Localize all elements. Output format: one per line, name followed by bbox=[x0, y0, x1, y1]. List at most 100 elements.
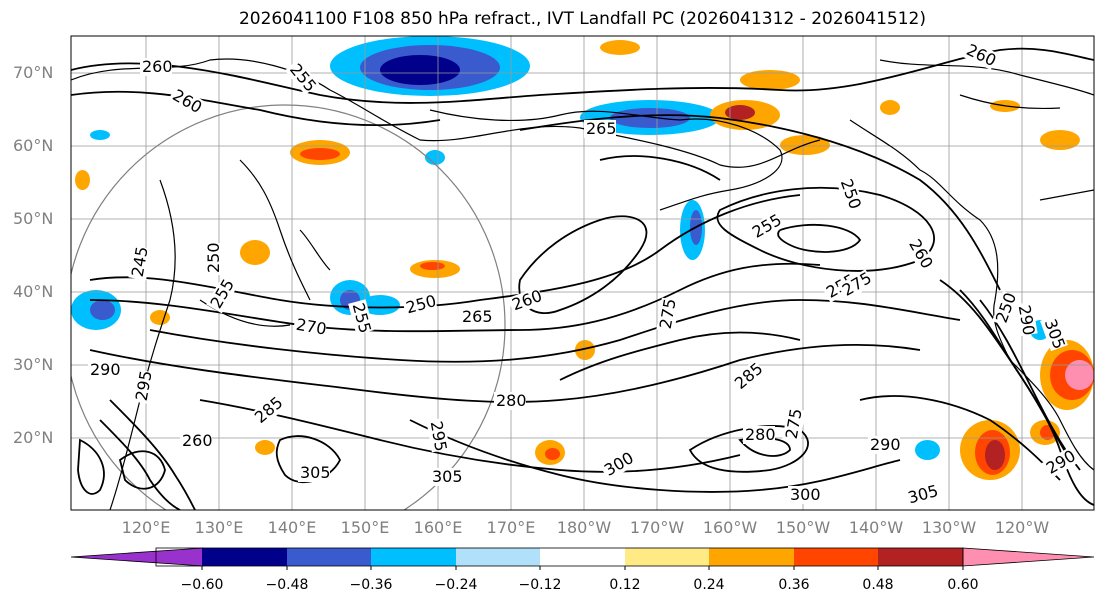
colorbar-tick-label: 0.60 bbox=[947, 577, 979, 593]
contour-label-background bbox=[298, 464, 330, 482]
colorbar-tick-label: −0.24 bbox=[434, 577, 478, 593]
contour-label-background bbox=[206, 276, 238, 314]
reference-circle bbox=[71, 104, 506, 510]
colorbar-tick-label: 0.12 bbox=[609, 577, 641, 593]
longitude-label: 180°W bbox=[556, 518, 612, 537]
contour-label-background bbox=[1041, 447, 1079, 479]
longitude-label: 160°E bbox=[413, 518, 463, 537]
contour-label-background bbox=[180, 432, 212, 450]
contour-label-background bbox=[782, 407, 806, 443]
anomaly-patch bbox=[600, 40, 640, 55]
longitude-label: 140°W bbox=[848, 518, 904, 537]
longitude-label: 130°E bbox=[194, 518, 244, 537]
longitude-label: 170°W bbox=[629, 518, 685, 537]
contour-label-background bbox=[292, 315, 328, 339]
anomaly-patch bbox=[575, 340, 595, 360]
colorbar-tick-label: −0.60 bbox=[180, 577, 224, 593]
contour-label-background bbox=[837, 269, 875, 301]
contour-label-background bbox=[992, 290, 1020, 328]
contour-label: 260 bbox=[142, 57, 173, 76]
longitude-label: 150°W bbox=[775, 518, 831, 537]
contour-label-background bbox=[460, 308, 492, 326]
anomaly-patch bbox=[90, 130, 110, 140]
colorbar-tick-label: 0.48 bbox=[862, 577, 894, 593]
anomaly-patch bbox=[915, 440, 940, 460]
longitude-label: 120°W bbox=[994, 518, 1050, 537]
anomaly-patch bbox=[150, 310, 170, 325]
contour-label-background bbox=[140, 58, 172, 76]
contour-label-background bbox=[868, 436, 900, 454]
contour-label-background bbox=[1014, 301, 1038, 337]
anomaly-patch bbox=[240, 240, 270, 265]
colorbar-outline bbox=[155, 547, 964, 567]
colorbar-segment bbox=[202, 548, 287, 566]
contour-label-background bbox=[599, 449, 637, 481]
contour-label-background bbox=[836, 174, 864, 212]
contour-label-background bbox=[788, 486, 820, 504]
map-frame bbox=[70, 35, 1095, 511]
contour-label-background bbox=[426, 417, 450, 453]
anomaly-patch bbox=[90, 300, 115, 320]
anomaly-patch bbox=[255, 440, 275, 455]
colorbar-segment bbox=[371, 548, 456, 566]
longitude-label: 130°W bbox=[921, 518, 977, 537]
contour-label: 305 bbox=[300, 463, 331, 482]
contour-label: 305 bbox=[432, 467, 463, 486]
contour-label-background bbox=[729, 359, 767, 395]
contour-label-background bbox=[132, 369, 156, 405]
anomaly-patch bbox=[420, 262, 445, 270]
contour-label-background bbox=[904, 234, 936, 272]
contour-label-background bbox=[430, 468, 462, 486]
contour-label-background bbox=[494, 392, 526, 410]
latitude-label: 50°N bbox=[13, 209, 54, 228]
latitude-label: 70°N bbox=[13, 63, 54, 82]
anomaly-patch bbox=[725, 105, 755, 120]
contour-label: 290 bbox=[870, 435, 901, 454]
colorbar-tick-label: −0.48 bbox=[265, 577, 309, 593]
latitude-label: 60°N bbox=[13, 136, 54, 155]
contour-label-background bbox=[284, 58, 320, 96]
longitude-label: 170°E bbox=[486, 518, 536, 537]
contour-label-group: 2602602552652602502552502602552752752602… bbox=[88, 40, 1079, 508]
colorbar-segment bbox=[540, 548, 625, 566]
anomaly-patch bbox=[380, 55, 460, 85]
colorbar-tick-label: 0.36 bbox=[778, 577, 810, 593]
contour-label-background bbox=[584, 120, 616, 138]
latitude-label: 30°N bbox=[13, 355, 54, 374]
longitude-label: 160°W bbox=[702, 518, 758, 537]
colorbar-segment bbox=[794, 548, 878, 566]
colorbar-segment bbox=[878, 548, 963, 566]
contour-label-background bbox=[961, 40, 999, 70]
contour-label-background bbox=[249, 393, 287, 429]
contour-label: 265 bbox=[462, 307, 493, 326]
colorbar-tick-label: −0.12 bbox=[518, 577, 562, 593]
anomaly-patch bbox=[985, 440, 1005, 470]
contour-label-background bbox=[167, 85, 205, 117]
contour-label: 280 bbox=[496, 391, 527, 410]
longitude-label: 120°E bbox=[121, 518, 171, 537]
contour-label-background bbox=[904, 482, 940, 508]
colorbar-tick-label: 0.24 bbox=[693, 577, 725, 593]
contour-label: 250 bbox=[204, 242, 223, 273]
colorbar-segment bbox=[709, 548, 794, 566]
colorbar-segment bbox=[287, 548, 371, 566]
anomaly-patch bbox=[1065, 360, 1094, 390]
colorbar-extend-max bbox=[962, 547, 1095, 567]
colorbar-tick-label: −0.36 bbox=[349, 577, 393, 593]
map-panel bbox=[71, 36, 1094, 510]
colorbar-segment bbox=[625, 548, 709, 566]
anomaly-patch bbox=[425, 150, 445, 165]
anomaly-patch bbox=[880, 100, 900, 115]
contour-label: 300 bbox=[790, 485, 821, 504]
contour-label-background bbox=[747, 211, 785, 243]
anomaly-patch bbox=[1040, 130, 1080, 150]
contour-label: 290 bbox=[90, 360, 121, 379]
longitude-label: 150°E bbox=[340, 518, 390, 537]
contour-label-background bbox=[1040, 314, 1068, 352]
anomaly-patch bbox=[610, 108, 690, 128]
anomaly-patch bbox=[360, 295, 400, 315]
shaded-anomalies bbox=[71, 36, 1094, 480]
longitude-label: 140°E bbox=[267, 518, 317, 537]
anomaly-patch bbox=[75, 170, 90, 190]
